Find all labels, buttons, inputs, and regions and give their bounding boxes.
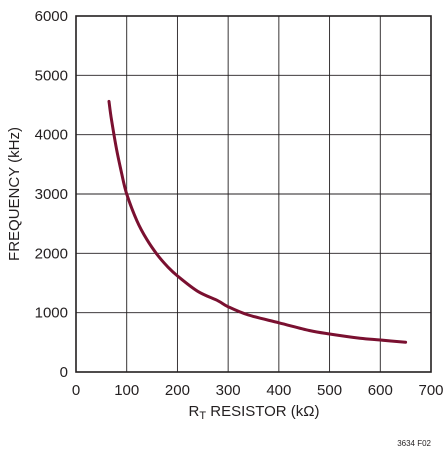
x-tick-label: 400: [266, 382, 291, 399]
y-tick-labels: 0 1000 2000 3000 4000 5000 6000: [35, 8, 68, 381]
x-tick-label: 300: [216, 382, 241, 399]
x-tick-label: 0: [72, 382, 80, 399]
x-tick-labels: 0 100 200 300 400 500 600 700: [72, 382, 444, 399]
y-tick-label: 4000: [35, 127, 68, 144]
x-tick-label: 200: [165, 382, 190, 399]
y-tick-label: 1000: [35, 305, 68, 322]
y-tick-label: 2000: [35, 245, 68, 262]
x-tick-label: 100: [114, 382, 139, 399]
chart-grid: [76, 16, 431, 372]
y-tick-label: 6000: [35, 8, 68, 25]
figure-id: 3634 F02: [397, 439, 431, 448]
x-tick-label: 500: [317, 382, 342, 399]
y-tick-label: 5000: [35, 67, 68, 84]
x-axis-label-subscript: T: [199, 410, 206, 422]
x-tick-label: 700: [418, 382, 443, 399]
x-axis-label-main: R: [188, 403, 199, 420]
y-tick-label: 3000: [35, 186, 68, 203]
y-axis-label: FREQUENCY (kHz): [6, 127, 23, 261]
frequency-curve: [107, 99, 408, 344]
x-tick-label: 600: [368, 382, 393, 399]
x-axis-label: RT RESISTOR (kΩ): [188, 403, 319, 422]
plot-frame: [75, 15, 432, 373]
x-axis-label-rest: RESISTOR (kΩ): [206, 403, 319, 420]
y-tick-label: 0: [60, 364, 68, 381]
